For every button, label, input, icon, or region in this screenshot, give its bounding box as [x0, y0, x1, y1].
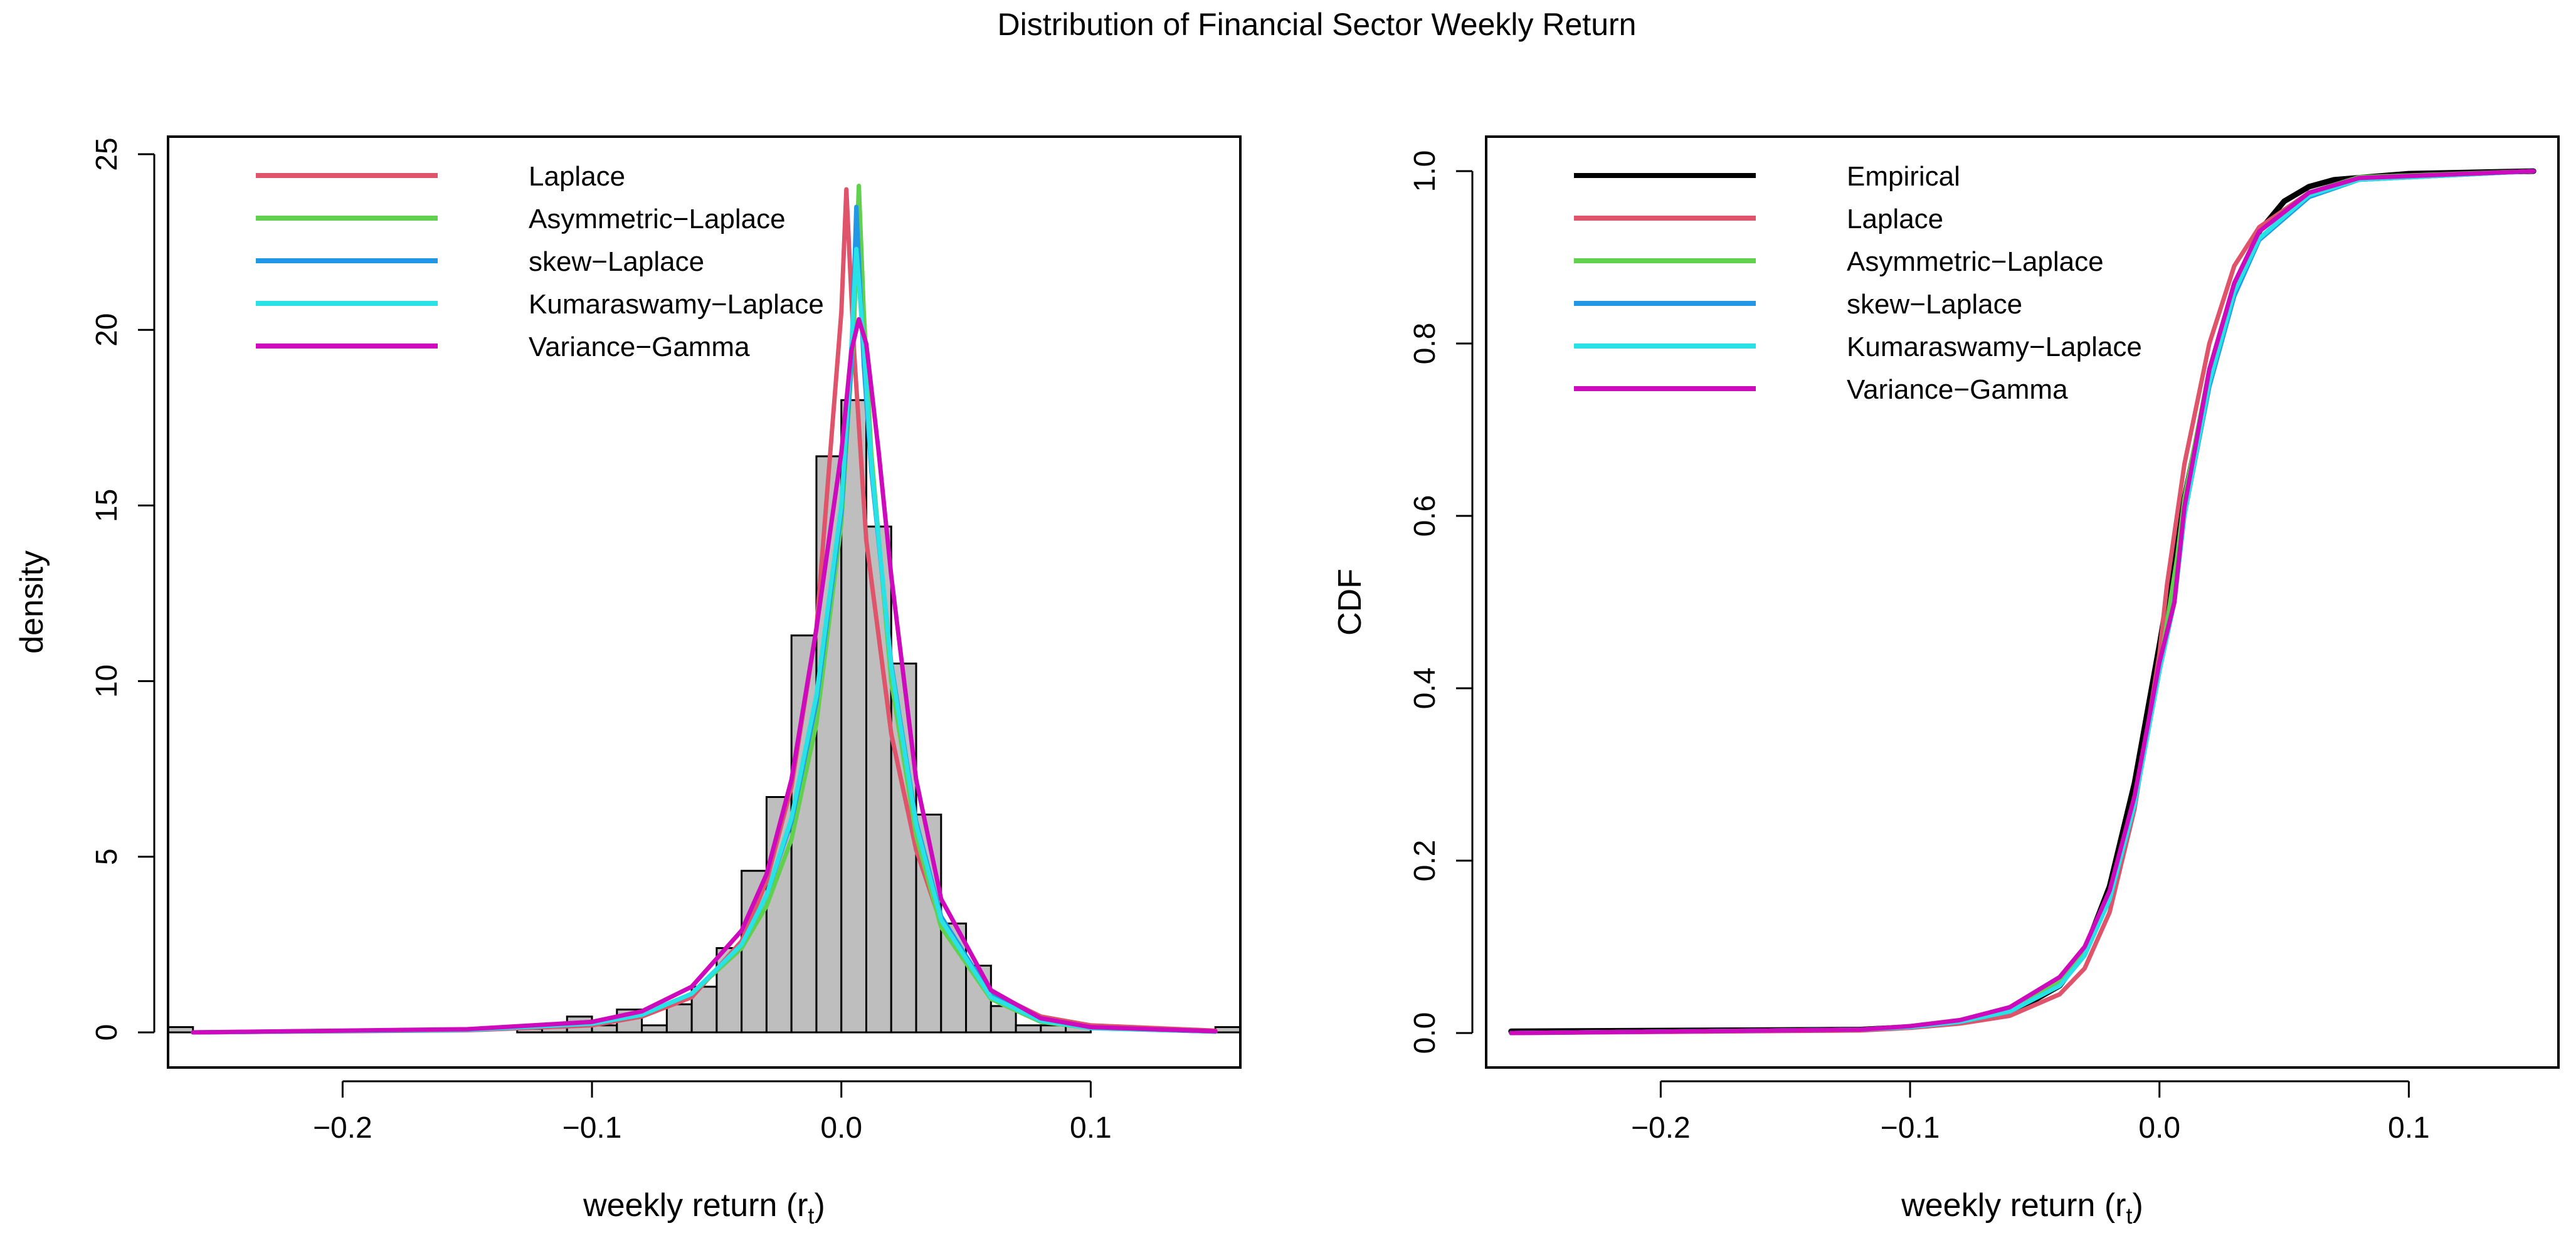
x-tick-label: 0.0 [820, 1111, 862, 1145]
x-tick-label: 0.1 [2388, 1111, 2430, 1145]
legend-label: Kumaraswamy−Laplace [529, 289, 824, 320]
series-line-variance-gamma [1509, 169, 2536, 1036]
legend-label: Asymmetric−Laplace [529, 204, 786, 234]
y-tick-label: 0 [90, 1024, 124, 1041]
y-tick-label: 10 [90, 664, 124, 698]
legend-label: skew−Laplace [1847, 289, 2022, 320]
histogram-bar [865, 525, 892, 1034]
y-axis: 0.0 0.2 0.4 0.6 0.8 1.0 [1408, 150, 1474, 1054]
x-tick-label: 0.1 [1070, 1111, 1112, 1145]
histogram-bar [1015, 1024, 1042, 1034]
histogram-bar [167, 1026, 194, 1034]
x-tick-label: −0.2 [1631, 1111, 1691, 1145]
histogram-bar [1214, 1026, 1242, 1034]
legend: Laplace Asymmetric−Laplace skew−Laplace Kum… [256, 161, 824, 362]
x-axis: −0.2 −0.1 0.0 0.1 [313, 1080, 1112, 1145]
y-tick-label: 0.8 [1408, 323, 1442, 365]
series-lines [1508, 168, 2536, 1036]
x-tick-label: −0.1 [562, 1111, 622, 1145]
x-tick-label: −0.2 [313, 1111, 372, 1145]
plot-frame [167, 135, 1242, 1069]
y-tick-label: 25 [90, 137, 124, 170]
series-line-variance-gamma [191, 317, 1218, 1035]
y-tick-label: 15 [90, 489, 124, 522]
y-tick-label: 0.4 [1408, 668, 1442, 710]
histogram [167, 399, 1242, 1034]
x-tick-label: 0.0 [2138, 1111, 2180, 1145]
y-axis-title: density [14, 550, 50, 654]
histogram-bar [890, 663, 917, 1034]
series-line-skew-laplace [191, 204, 1218, 1035]
legend-label: Asymmetric−Laplace [1847, 246, 2104, 277]
legend-label: skew−Laplace [529, 246, 704, 277]
density-panel: −0.2 −0.1 0.0 0.1 0 5 10 15 20 25 weekly return (r… [14, 135, 1242, 1229]
y-tick-label: 5 [90, 848, 124, 865]
series-line-kumaraswamy-laplace [191, 246, 1218, 1035]
legend-label: Variance−Gamma [1847, 374, 2068, 405]
y-tick-label: 0.0 [1408, 1012, 1442, 1054]
legend-label: Laplace [1847, 204, 1943, 234]
cdf-panel: −0.2 −0.1 0.0 0.1 0.0 0.2 0.4 0.6 0.8 1.0 weekly r… [1332, 135, 2560, 1229]
series-lines [191, 184, 1218, 1035]
histogram-bar [665, 1003, 693, 1034]
legend-label: Laplace [529, 161, 625, 192]
y-tick-label: 0.2 [1408, 840, 1442, 882]
legend-label: Variance−Gamma [529, 332, 750, 362]
x-axis-title: weekly return (rt) [583, 1187, 825, 1229]
y-tick-label: 20 [90, 313, 124, 347]
x-axis: −0.2 −0.1 0.0 0.1 [1631, 1080, 2430, 1145]
y-tick-label: 1.0 [1408, 150, 1442, 192]
plot-frame [1485, 135, 2560, 1069]
histogram-bar [641, 1024, 668, 1034]
legend: Empirical Laplace Asymmetric−Laplace skew−L… [1574, 161, 2142, 405]
x-tick-label: −0.1 [1881, 1111, 1940, 1145]
y-axis-title: CDF [1332, 569, 1368, 636]
legend-label: Empirical [1847, 161, 1960, 192]
x-axis-title: weekly return (rt) [1901, 1187, 2143, 1229]
y-tick-label: 0.6 [1408, 495, 1442, 537]
figure-title: Distribution of Financial Sector Weekly … [998, 7, 1637, 42]
y-axis: 0 5 10 15 20 25 [90, 137, 156, 1041]
legend-label: Kumaraswamy−Laplace [1847, 332, 2142, 362]
